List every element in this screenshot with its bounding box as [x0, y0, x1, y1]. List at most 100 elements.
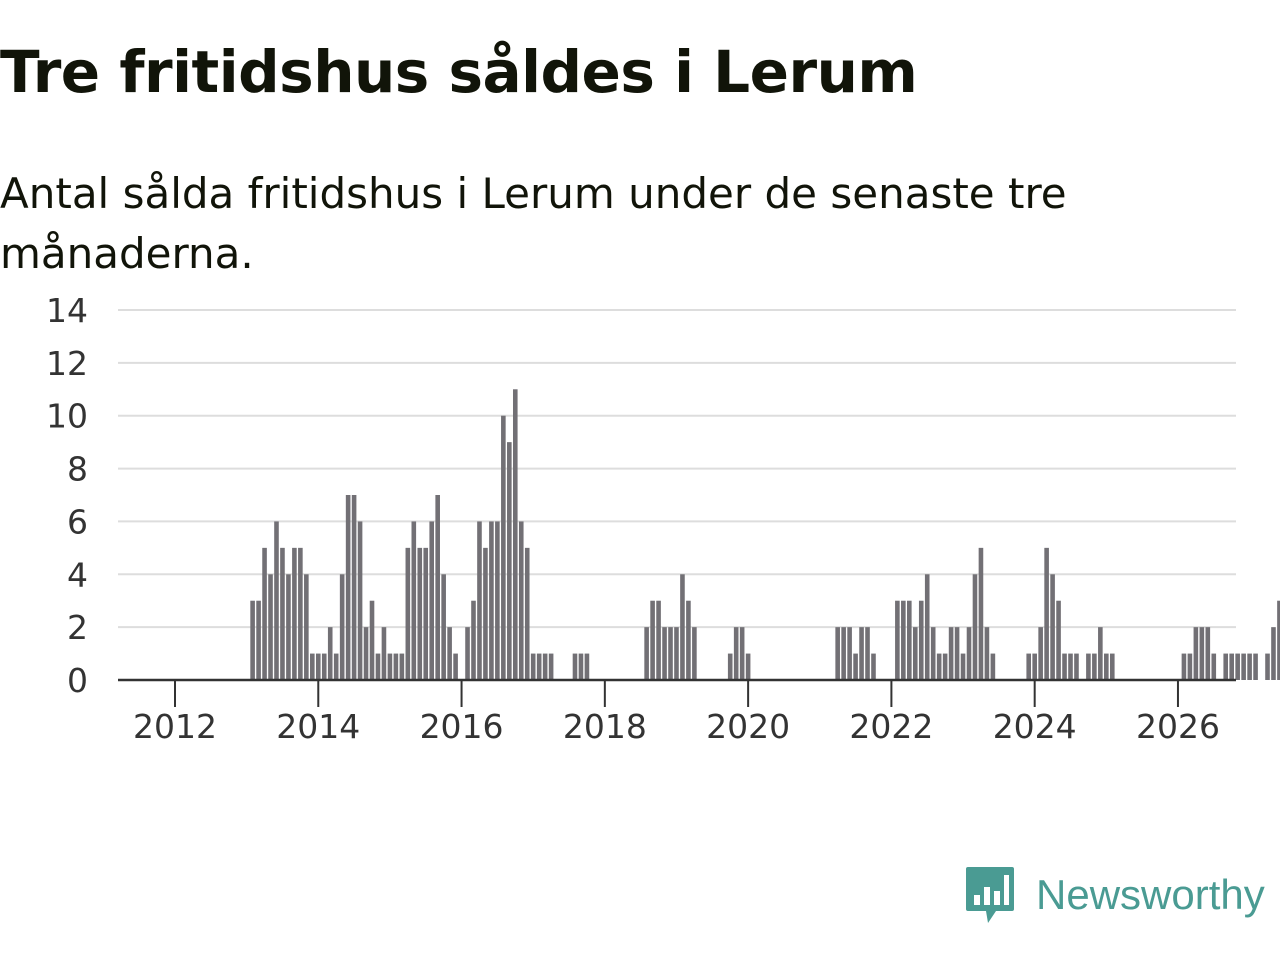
bar — [393, 653, 399, 680]
bar — [286, 574, 291, 680]
y-tick-label: 14 — [46, 291, 88, 330]
bar — [1056, 600, 1061, 680]
bar — [1074, 653, 1079, 680]
bar — [901, 600, 906, 680]
bar — [1205, 627, 1211, 680]
bar — [1026, 653, 1032, 680]
bar — [423, 547, 429, 680]
y-tick-label: 0 — [67, 661, 88, 700]
bar — [1104, 653, 1109, 680]
bar — [674, 627, 679, 680]
bar — [853, 653, 858, 680]
bar — [1032, 653, 1037, 680]
gridlines — [118, 309, 1236, 629]
bar — [495, 521, 500, 680]
bar — [429, 521, 435, 680]
bar — [542, 653, 548, 680]
bar — [1187, 653, 1193, 680]
bar — [1223, 653, 1229, 680]
bar — [387, 653, 393, 680]
bar — [1092, 653, 1097, 680]
bar — [865, 627, 870, 680]
bar — [477, 521, 482, 680]
bar — [369, 600, 375, 680]
x-tick-label: 2020 — [706, 707, 790, 746]
bar — [1181, 653, 1187, 680]
bar — [1044, 547, 1049, 680]
bar — [1247, 653, 1252, 680]
bar — [835, 627, 840, 680]
bar — [447, 627, 452, 680]
bar — [333, 653, 339, 680]
bar — [1235, 653, 1240, 680]
y-tick-label: 6 — [67, 502, 88, 541]
x-tick-label: 2016 — [420, 707, 504, 746]
bar — [578, 653, 584, 680]
y-tick-label: 12 — [46, 344, 88, 383]
bar — [984, 627, 990, 680]
bar — [536, 653, 542, 680]
bar — [357, 521, 363, 680]
bar — [745, 653, 751, 680]
bar — [942, 653, 948, 680]
bar — [315, 653, 321, 680]
bar — [960, 653, 966, 680]
bar — [978, 547, 984, 680]
bar — [954, 627, 960, 680]
bar — [399, 653, 405, 680]
bars — [250, 389, 1280, 680]
bar — [1277, 600, 1280, 680]
bar — [871, 653, 876, 680]
bar — [584, 653, 590, 680]
bar — [924, 574, 930, 680]
bar — [733, 627, 739, 680]
bar — [483, 547, 488, 680]
bar — [363, 627, 369, 680]
x-tick-label: 2012 — [133, 707, 217, 746]
bar — [572, 653, 578, 680]
bar — [292, 547, 297, 680]
bar — [1068, 653, 1073, 680]
bar — [327, 627, 333, 680]
bar — [524, 547, 530, 680]
bar — [948, 627, 954, 680]
bar — [936, 653, 942, 680]
bar — [656, 600, 661, 680]
x-axis-ticks: 2012 2014 2016 2018 2020 2022 2024 2026 — [133, 680, 1220, 746]
chart-subtitle: Antal sålda fritidshus i Lerum under de … — [0, 169, 1067, 278]
bar — [841, 627, 846, 680]
bar — [310, 653, 315, 680]
bar — [501, 415, 506, 680]
bar — [668, 627, 673, 680]
bar — [895, 600, 900, 680]
x-tick-label: 2018 — [563, 707, 647, 746]
bar-chart-speech-bubble-icon — [966, 867, 1014, 923]
bar — [1193, 627, 1199, 680]
bar — [1062, 653, 1067, 680]
bar — [990, 653, 996, 680]
y-tick-label: 4 — [67, 555, 88, 594]
bar — [268, 574, 273, 680]
bar — [375, 653, 381, 680]
bar — [512, 389, 518, 680]
bar — [912, 627, 918, 680]
bar — [518, 521, 524, 680]
bar — [1253, 653, 1258, 680]
bar — [1241, 653, 1246, 680]
bar — [280, 547, 285, 680]
bar — [1229, 653, 1234, 680]
bar — [345, 495, 351, 680]
bar — [489, 521, 494, 680]
y-axis-ticks: 0 2 4 6 8 10 12 14 — [46, 291, 88, 700]
bar — [662, 627, 667, 680]
bar — [644, 627, 649, 680]
bar — [859, 627, 864, 680]
bar — [411, 521, 417, 680]
y-tick-label: 10 — [46, 397, 88, 436]
bar — [530, 653, 536, 680]
bar — [405, 547, 411, 680]
bar — [435, 495, 440, 680]
bar — [507, 442, 512, 680]
bar-chart: 0 2 4 6 8 10 12 14 2012 2014 2016 2018 2020 2022 2024… — [46, 291, 1280, 746]
brand-name: Newsworthy — [1036, 871, 1265, 918]
